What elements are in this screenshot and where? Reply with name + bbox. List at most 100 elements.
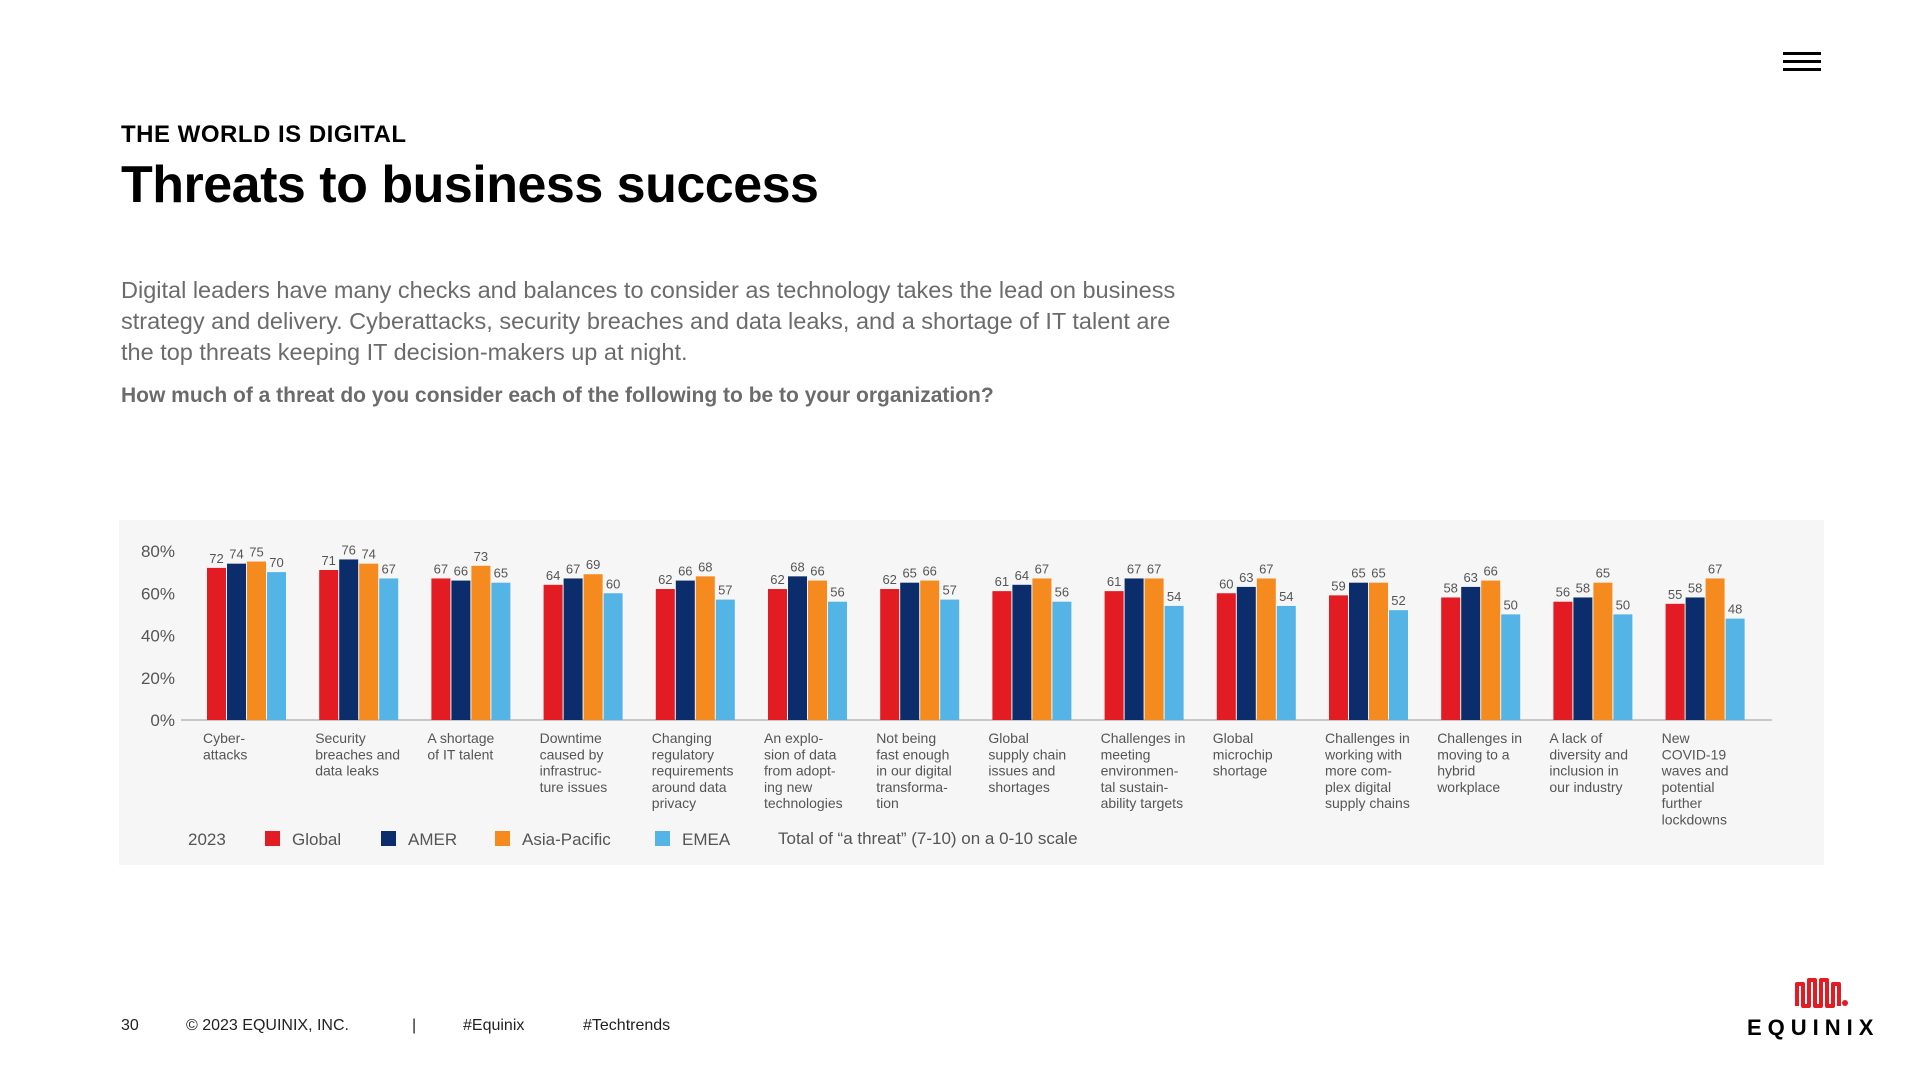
bar (1705, 578, 1725, 720)
footer-separator: | (412, 1017, 417, 1034)
bar (1276, 605, 1296, 720)
category-label: in our digital (876, 763, 952, 779)
category-label: Global (988, 730, 1028, 746)
category-label: tal sustain- (1101, 779, 1169, 795)
category-label: more com- (1325, 763, 1392, 779)
hashtag-techtrends[interactable]: #Techtrends (583, 1017, 671, 1034)
legend-swatch (265, 831, 280, 846)
bar (695, 576, 715, 720)
data-label: 54 (1167, 589, 1181, 604)
hashtag-equinix[interactable]: #Equinix (463, 1017, 525, 1034)
category-label: Cyber- (203, 730, 245, 746)
bar (431, 578, 451, 720)
bar (828, 601, 847, 720)
data-label: 67 (1708, 561, 1722, 576)
bar (900, 582, 920, 720)
category-label: requirements (652, 763, 734, 779)
data-label: 56 (1055, 585, 1069, 600)
bar (880, 589, 900, 720)
category-label: technologies (764, 795, 843, 811)
category-label: New (1662, 730, 1691, 746)
data-label: 60 (606, 576, 620, 591)
bar (1144, 578, 1164, 720)
data-label: 74 (229, 547, 243, 562)
legend-label: AMER (408, 830, 457, 849)
data-label: 58 (1443, 580, 1457, 595)
category-label: regulatory (652, 746, 714, 762)
data-label: 58 (1688, 580, 1702, 595)
bar (940, 599, 960, 720)
bar (379, 578, 399, 720)
category-label: issues and (988, 763, 1055, 779)
category-label: Downtime (540, 730, 602, 746)
bar (1256, 578, 1276, 720)
y-tick-label: 80% (141, 542, 175, 561)
category-label: tion (876, 795, 899, 811)
data-label: 58 (1576, 580, 1590, 595)
bar (1124, 578, 1144, 720)
bar (788, 576, 807, 720)
category-label: lockdowns (1662, 812, 1727, 828)
bar (1236, 586, 1256, 720)
category-label: waves and (1661, 763, 1729, 779)
data-label: 56 (1556, 585, 1570, 600)
bar (583, 574, 603, 720)
bar (247, 561, 266, 720)
data-label: 64 (1015, 568, 1029, 583)
data-label: 62 (770, 572, 784, 587)
bar-chart: 0% 20% 40% 60% 80% 72 74 75 70 Cyber-attacks 71 76 7… (141, 542, 1772, 849)
bar (603, 593, 623, 720)
bar (1369, 582, 1388, 720)
category-label: potential (1662, 779, 1715, 795)
data-label: 66 (810, 564, 824, 579)
data-label: 60 (1219, 576, 1233, 591)
chart-note: Total of “a threat” (7-10) on a 0-10 sca… (778, 829, 1078, 848)
data-label: 56 (830, 585, 844, 600)
category-label: inclusion in (1549, 763, 1618, 779)
bar (992, 591, 1012, 720)
category-label: sion of data (764, 746, 837, 762)
category-label: shortages (988, 779, 1049, 795)
bar (1553, 601, 1573, 720)
data-label: 54 (1279, 589, 1293, 604)
data-label: 71 (321, 553, 335, 568)
bar (543, 584, 563, 720)
category-label: microchip (1213, 746, 1273, 762)
page-title: Threats to business success (121, 156, 819, 214)
bar (1665, 603, 1685, 720)
category-label: environmen- (1101, 763, 1179, 779)
legend-swatch (495, 831, 510, 846)
category-label: supply chain (988, 746, 1066, 762)
category-label: shortage (1213, 763, 1268, 779)
bar (920, 580, 940, 720)
data-label: 67 (566, 561, 580, 576)
equinix-logo-icon (1795, 978, 1848, 1008)
data-label: 74 (361, 547, 375, 562)
data-label: 67 (1147, 561, 1161, 576)
y-tick-label: 60% (141, 584, 175, 603)
category-label: fast enough (876, 746, 949, 762)
data-label: 67 (381, 561, 395, 576)
data-label: 57 (718, 583, 732, 598)
legend-label: Global (292, 830, 341, 849)
category-label: diversity and (1549, 746, 1628, 762)
data-label: 62 (658, 572, 672, 587)
hamburger-menu-icon[interactable] (1783, 52, 1821, 74)
bar (808, 580, 827, 720)
bar (1389, 610, 1408, 720)
page-number: 30 (121, 1017, 139, 1034)
chart-panel: 0% 20% 40% 60% 80% 72 74 75 70 Cyber-attacks 71 76 7… (119, 520, 1824, 865)
bar (768, 589, 787, 720)
category-label: data leaks (315, 763, 379, 779)
data-label: 57 (942, 583, 956, 598)
bar (1725, 618, 1745, 720)
legend-swatch (381, 831, 396, 846)
data-label: 66 (454, 564, 468, 579)
legend-label: Asia-Pacific (522, 830, 611, 849)
category-label: attacks (203, 746, 247, 762)
data-label: 75 (249, 545, 263, 560)
bar (1052, 601, 1072, 720)
bar (451, 580, 471, 720)
category-label: caused by (540, 746, 604, 762)
data-label: 59 (1331, 578, 1345, 593)
